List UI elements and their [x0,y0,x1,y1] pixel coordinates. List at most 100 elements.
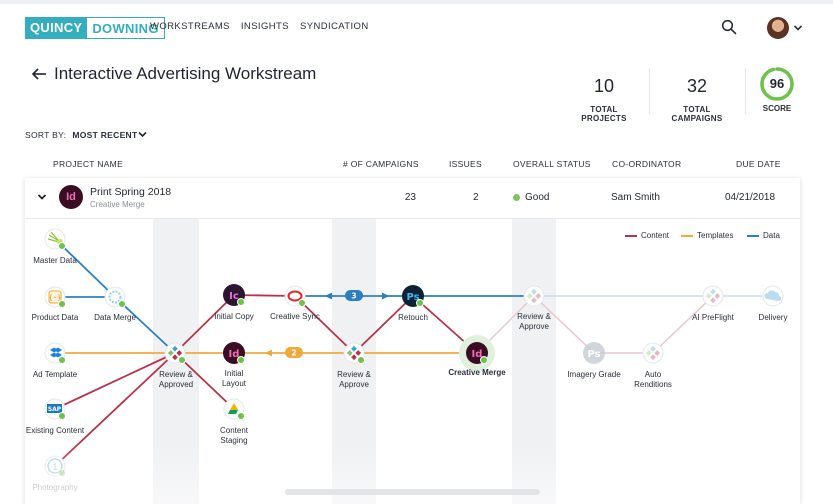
stat-total-campaigns: 32 TOTAL CAMPAIGNS [658,76,736,123]
stat-value: 32 [686,76,708,96]
sort-value[interactable]: MOST RECENT [72,130,138,140]
drive-icon [228,403,240,414]
top-strip [0,0,833,4]
creative-cloud-icon [287,290,303,302]
coordinator: Sam Smith [611,192,660,203]
dropbox-icon [50,347,62,358]
label-creative-merge: Creative Merge [448,368,506,377]
sap-icon [47,404,62,413]
nav-insights[interactable]: INSIGHTS [240,21,289,32]
label-delivery: Delivery [758,313,788,322]
photoshop-icon: Ps [406,292,419,303]
label-ai-preflight: AI PreFlight [692,313,734,322]
sort-control[interactable]: SORT BY: MOST RECENT [25,130,137,140]
label-creative-sync: Creative Sync [270,312,320,321]
layout-count: 2 [291,349,296,358]
legend-data: Data [747,231,780,240]
svg-text:1: 1 [52,463,58,473]
project-name[interactable]: Print Spring 2018 [90,186,172,198]
label-review-approve: Review & Approve [517,312,551,331]
workflow-diagram: {·} SAP 1 [25,219,800,504]
product-data-icon [48,290,62,304]
label-content-staging: Content Staging [219,426,249,445]
nav-workstreams[interactable]: WORKSTREAMS [150,21,230,32]
status-text: Good [525,192,550,203]
col-project-name[interactable]: PROJECT NAME [53,159,124,169]
nav-syndication[interactable]: SYNDICATION [299,21,369,32]
col-overall-status[interactable]: OVERALL STATUS [513,159,591,169]
label-master-data: Master Data [33,256,77,265]
col-coordinator[interactable]: CO-ORDINATOR [612,159,682,169]
node-review-approve-3 [523,285,545,307]
label-review-approve: Review & Approve [337,370,371,389]
indesign-icon: Id [59,185,83,209]
photoshop-icon: Ps [587,349,600,360]
label-imagery-grade: Imagery Grade [567,370,621,379]
stat-value: 10 [593,76,615,96]
legend-swatch [681,234,693,237]
chevron-down-icon[interactable] [138,131,147,138]
chevron-down-icon[interactable] [793,24,803,32]
project-card: Id Print Spring 2018 Creative Merge 23 2… [25,178,800,504]
label-photography: Photography [32,483,78,492]
due-date: 04/21/2018 [725,192,776,203]
sync-count-badge [345,290,363,301]
connector [652,295,714,354]
brand-logo[interactable]: QUINCY DOWNING [25,17,165,39]
cloud-icon [764,290,782,302]
label-data-merge: Data Merge [94,313,136,322]
label-initial-copy: Initial Copy [214,312,254,321]
divider [745,68,746,114]
label-review-approved: Review & Approved [158,370,194,389]
sync-count: 3 [351,292,356,301]
content-connector [174,294,235,354]
content-connector [353,295,414,354]
chevron-down-icon[interactable] [37,193,47,201]
project-subtitle: Creative Merge [90,200,145,209]
legend-content: Content [625,231,669,240]
app-header: QUINCY DOWNING WORKSTREAMS INSIGHTS SYND… [0,4,833,48]
indesign-icon: Id [229,349,240,360]
legend-templates: Templates [681,231,733,240]
stat-total-projects: 10 TOTAL PROJECTS [572,76,636,123]
connector [533,295,595,354]
score-value: 96 [769,76,785,91]
content-connector [54,352,176,410]
arrow-head [265,349,272,357]
legend-swatch [747,234,759,237]
svg-text:SAP: SAP [48,406,62,413]
legend-swatch [625,234,637,237]
col-campaigns[interactable]: # OF CAMPAIGNS [343,159,419,169]
divider [649,68,650,114]
issue-count: 2 [473,192,479,203]
user-avatar[interactable] [767,17,789,39]
row-separator [25,218,800,219]
workflow-canvas: {·} SAP 1 [44,219,784,504]
sort-label: SORT BY: [25,130,67,140]
indesign-icon: Id [472,349,483,360]
label-initial-layout: Initial Layout [221,369,247,388]
column-band [512,219,556,504]
stat-label: TOTAL PROJECTS [581,105,627,123]
col-due-date[interactable]: DUE DATE [736,159,781,169]
main-nav: WORKSTREAMS INSIGHTS SYNDICATION [150,21,369,32]
arrow-head [325,292,332,300]
node-imagery-grade [583,342,605,364]
complete-dot [58,242,488,477]
svg-text:{·}: {·} [49,294,62,302]
score-label: SCORE [762,104,792,113]
node-ai-preflight [702,285,724,307]
label-product-data: Product Data [31,313,79,322]
campaign-count: 23 [404,192,416,203]
status-dot [513,194,520,201]
label-ad-template: Ad Template [32,370,78,379]
page-title: Interactive Advertising Workstream [54,64,317,83]
col-issues[interactable]: ISSUES [449,159,482,169]
horizontal-scrollbar[interactable] [285,489,540,495]
search-icon[interactable] [721,19,737,35]
back-arrow-icon[interactable] [31,67,47,81]
score-ring [760,67,794,101]
incopy-icon: Ic [229,291,239,302]
label-existing-content: Existing Content [25,426,85,435]
